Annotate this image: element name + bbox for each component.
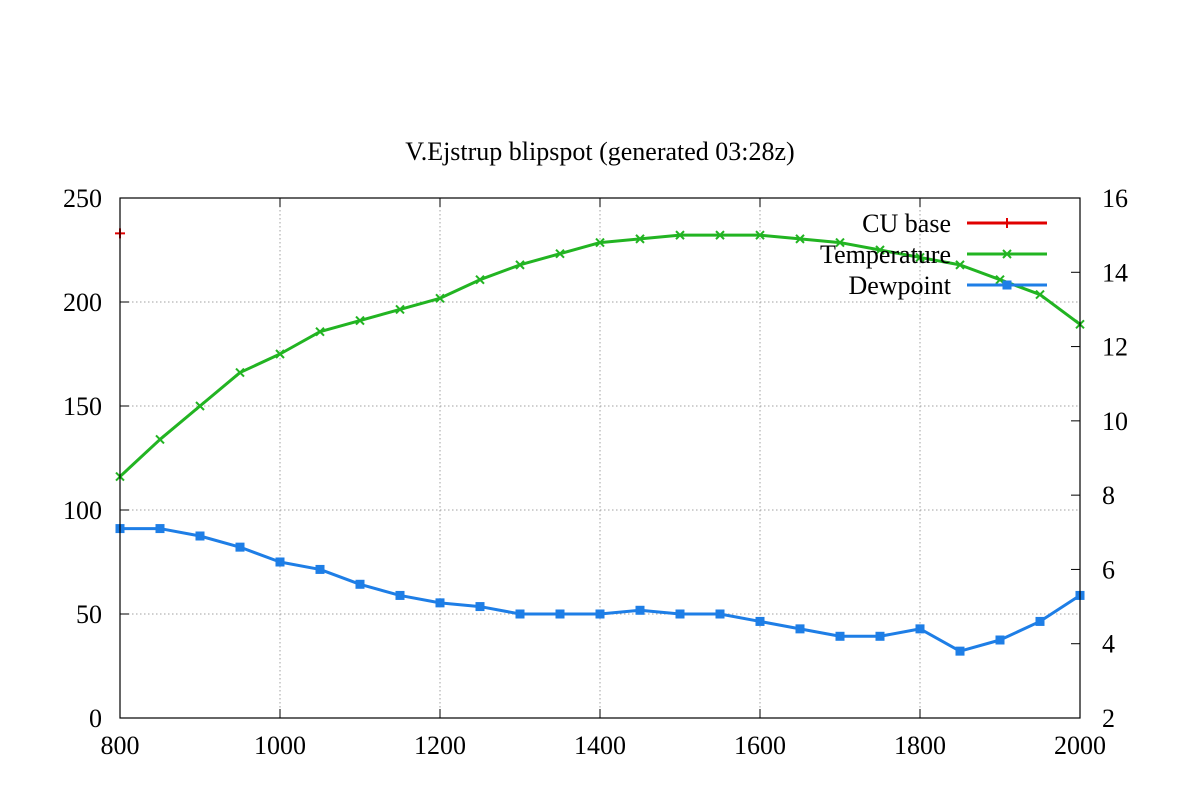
data-point-temperature	[915, 252, 925, 263]
data-point-dewpoint	[955, 646, 965, 656]
y-tick-label: 50	[76, 600, 102, 629]
data-point-temperature	[235, 367, 245, 378]
legend-label: CU base	[862, 209, 951, 238]
chart-title: V.Ejstrup blipspot (generated 03:28z)	[405, 137, 794, 166]
y2-tick-label: 12	[1102, 333, 1128, 362]
data-point-temperature	[435, 293, 445, 303]
data-point-temperature	[155, 434, 165, 445]
x-tick-label: 1600	[734, 731, 786, 760]
y-tick-label: 100	[63, 496, 102, 525]
y2-tick-label: 16	[1102, 184, 1128, 213]
legend-item-dewpoint: Dewpoint	[848, 271, 1047, 300]
data-point-temperature	[835, 237, 845, 248]
data-point-dewpoint	[875, 631, 885, 641]
data-point-dewpoint	[755, 616, 765, 626]
y-tick-label: 0	[89, 704, 102, 733]
x-tick-label: 2000	[1054, 731, 1106, 760]
y2-tick-label: 6	[1102, 555, 1115, 584]
y-tick-label: 150	[63, 392, 102, 421]
data-point-temperature	[795, 234, 805, 244]
data-point-dewpoint	[595, 609, 605, 619]
data-point-dewpoint	[635, 605, 645, 615]
data-point-dewpoint	[795, 624, 805, 634]
data-point-dewpoint	[475, 602, 485, 612]
y-tick-label: 200	[63, 288, 102, 317]
legend-marker	[1002, 218, 1012, 228]
series-dewpoint	[115, 524, 1085, 656]
data-point-temperature	[755, 230, 765, 240]
legend-item-temperature: Temperature	[820, 240, 1047, 269]
series-layer	[115, 228, 1085, 656]
data-point-temperature	[275, 349, 285, 359]
data-point-temperature	[195, 401, 205, 411]
data-point-dewpoint	[315, 564, 325, 574]
y-tick-label: 250	[63, 184, 102, 213]
data-point-temperature	[475, 275, 485, 285]
data-point-dewpoint	[555, 609, 565, 619]
data-point-dewpoint	[155, 524, 165, 534]
x-tick-label: 1200	[414, 731, 466, 760]
data-point-dewpoint	[995, 635, 1005, 645]
data-point-temperature	[515, 260, 525, 270]
legend-marker	[1002, 280, 1012, 290]
data-point-dewpoint	[355, 579, 365, 589]
data-point-dewpoint	[1035, 616, 1045, 626]
data-point-temperature	[635, 234, 645, 244]
x-tick-label: 800	[101, 731, 140, 760]
legend-item-cu-base: CU base	[862, 209, 1047, 238]
y2-tick-label: 2	[1102, 704, 1115, 733]
data-point-dewpoint	[235, 542, 245, 552]
y2-tick-label: 10	[1102, 407, 1128, 436]
x-tick-label: 1400	[574, 731, 626, 760]
data-point-temperature	[1035, 289, 1045, 300]
data-point-temperature	[355, 315, 365, 326]
data-point-dewpoint	[395, 590, 405, 600]
data-point-temperature	[595, 237, 605, 248]
series-temperature	[115, 230, 1085, 482]
data-point-dewpoint	[195, 531, 205, 541]
data-point-temperature	[955, 260, 965, 270]
data-point-dewpoint	[275, 557, 285, 567]
x-tick-label: 1000	[254, 731, 306, 760]
data-point-temperature	[875, 245, 885, 255]
y2-tick-label: 14	[1102, 258, 1128, 287]
x-tick-label: 1800	[894, 731, 946, 760]
data-point-dewpoint	[435, 598, 445, 608]
data-point-temperature	[675, 230, 685, 240]
data-point-temperature	[715, 230, 725, 240]
y2-tick-label: 4	[1102, 630, 1115, 659]
data-point-dewpoint	[715, 609, 725, 619]
data-point-temperature	[555, 249, 565, 259]
data-point-dewpoint	[515, 609, 525, 619]
data-point-temperature	[315, 327, 325, 337]
y2-tick-label: 8	[1102, 481, 1115, 510]
legend-marker	[1002, 249, 1012, 259]
data-point-dewpoint	[915, 624, 925, 634]
legend-label: Dewpoint	[848, 271, 951, 300]
data-point-dewpoint	[675, 609, 685, 619]
data-point-dewpoint	[835, 631, 845, 641]
axes: 800 1000 1200 1400 1600 1800 2000 0 50 100 150 200 2…	[63, 184, 1128, 760]
legend-label: Temperature	[820, 240, 951, 269]
data-point-temperature	[395, 304, 405, 315]
